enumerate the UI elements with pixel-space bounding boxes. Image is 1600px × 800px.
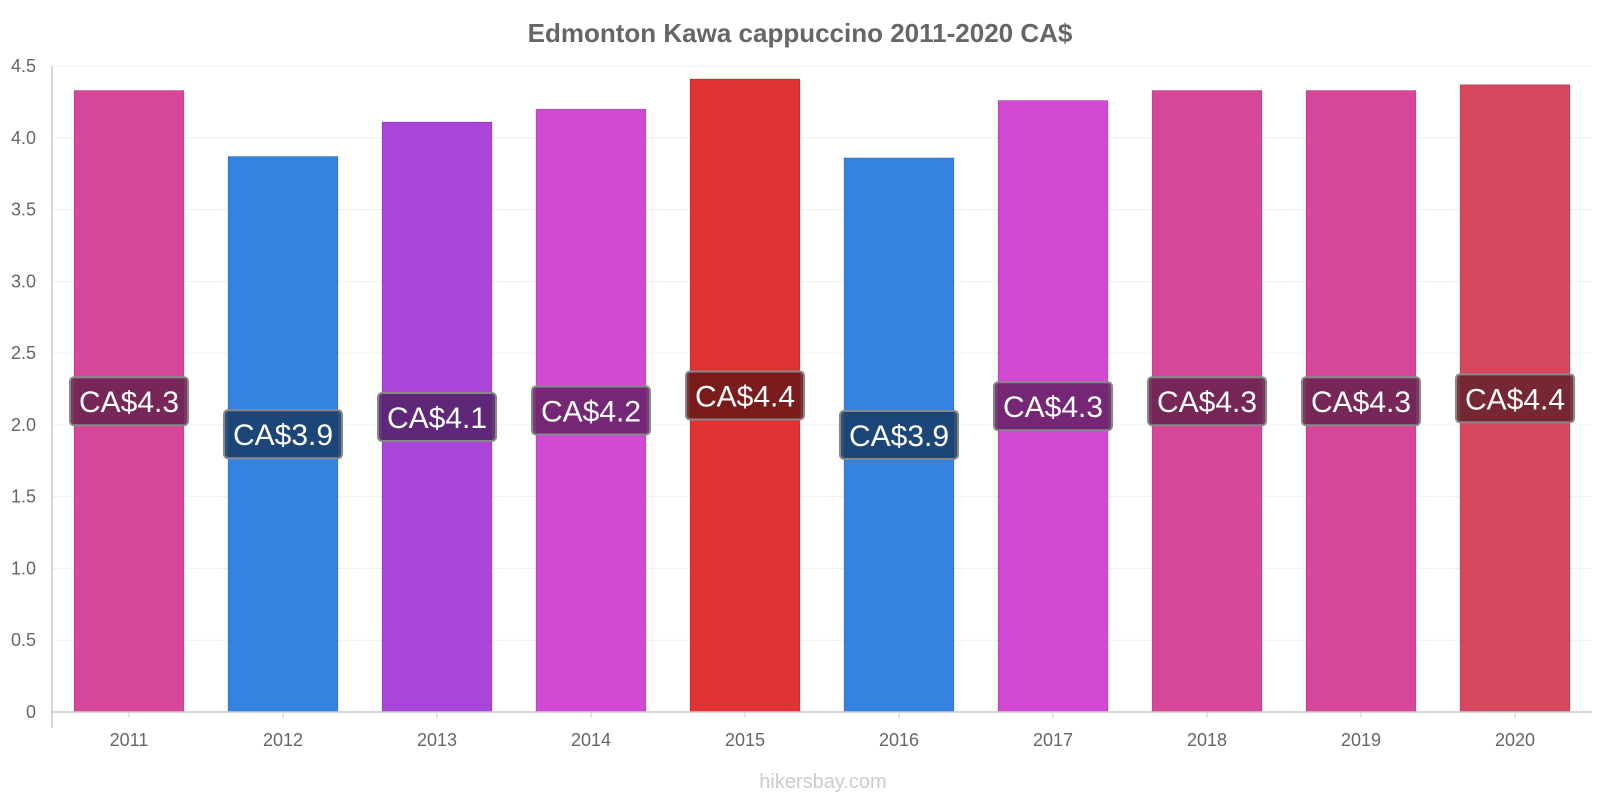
x-tick-label: 2012: [263, 730, 303, 750]
data-label: CA$4.3: [1157, 386, 1257, 419]
x-tick-label: 2018: [1187, 730, 1227, 750]
y-tick-label: 2.5: [11, 343, 36, 363]
data-label: CA$3.9: [233, 419, 333, 452]
y-tick-label: 4.0: [11, 128, 36, 148]
data-label: CA$4.4: [1465, 383, 1565, 416]
chart-title: Edmonton Kawa cappuccino 2011-2020 CA$: [528, 18, 1073, 48]
y-tick-label: 1.5: [11, 487, 36, 507]
x-tick-label: 2019: [1341, 730, 1381, 750]
data-labels: CA$4.3 CA$3.9 CA$4.1 CA$4.2 CA$4.4 CA$3.9 CA$4…: [69, 370, 1575, 460]
x-tick-label: 2017: [1033, 730, 1073, 750]
data-label-box: [1147, 376, 1267, 427]
data-label-box: [1455, 373, 1575, 424]
y-axis-ticks: 0 0.5 1.0 1.5 2.0 2.5 3.0 3.5 4.0 4.5: [11, 56, 36, 722]
data-label-box: [1301, 376, 1421, 427]
data-label: CA$4.4: [695, 380, 795, 413]
data-label-box: [839, 409, 959, 460]
watermark: hikersbay.com: [759, 771, 886, 793]
x-tick-label: 2014: [571, 730, 611, 750]
data-label-box: [993, 381, 1113, 432]
x-axis-ticks: 2011 2012 2013 2014 2015 2016 2017 2018 2019 2020: [110, 712, 1535, 750]
y-tick-label: 0: [26, 702, 36, 722]
y-tick-label: 3.0: [11, 271, 36, 291]
data-label-box: [685, 370, 805, 421]
data-label: CA$4.3: [1003, 391, 1103, 424]
y-tick-label: 4.5: [11, 56, 36, 76]
data-label: CA$4.1: [387, 402, 487, 435]
data-label-box: [223, 409, 343, 460]
x-tick-label: 2011: [110, 730, 149, 750]
x-tick-label: 2016: [879, 730, 919, 750]
y-tick-label: 0.5: [11, 630, 36, 650]
data-label: CA$4.3: [79, 386, 179, 419]
x-tick-label: 2020: [1495, 730, 1535, 750]
y-tick-label: 2.0: [11, 415, 36, 435]
data-label-box: [531, 385, 651, 436]
data-label: CA$4.2: [541, 396, 641, 429]
x-tick-label: 2013: [417, 730, 457, 750]
data-label-box: [69, 376, 189, 427]
data-label: CA$4.3: [1311, 386, 1411, 419]
y-tick-label: 1.0: [11, 558, 36, 578]
y-tick-label: 3.5: [11, 200, 36, 220]
data-label-box: [377, 391, 497, 442]
x-tick-label: 2015: [725, 730, 765, 750]
data-label: CA$3.9: [849, 420, 949, 453]
